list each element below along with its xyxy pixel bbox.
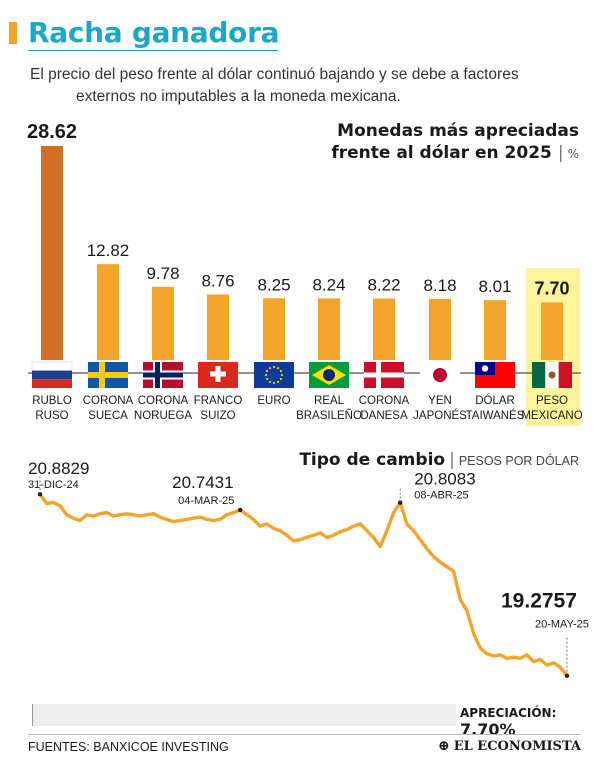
annotation-value: 20.8829 — [28, 459, 89, 478]
brazil-flag-icon — [309, 362, 349, 388]
category-label: PESO — [536, 395, 568, 407]
category-label-line-2: MEXICANO — [521, 410, 582, 422]
bar-chart: 28.62 RUBLO RUSO 12.82 CORONA SUECA 9.78 CORONA… — [27, 121, 583, 422]
bar-value-label: 28.62 — [27, 121, 77, 143]
title-accent-bar — [9, 22, 17, 44]
annotation-value: 19.2757 — [501, 590, 577, 613]
appreciation-label-text: APRECIACIÓN: — [460, 706, 557, 720]
category-label: EURO — [257, 395, 290, 407]
subtitle-line-2: externos no imputables a la moneda mexic… — [76, 88, 401, 105]
category-label: CORONA — [138, 395, 189, 407]
bar-value-label: 9.78 — [146, 264, 179, 283]
category-label-line-2: JAPONÉS — [413, 409, 467, 422]
bar-corona-1 — [97, 264, 119, 360]
bar-chart-title: Monedas más apreciadas frente al dólar e… — [331, 121, 579, 163]
page-subtitle: El precio del peso frente al dólar conti… — [30, 64, 600, 108]
bar-value-label: 8.24 — [312, 275, 345, 294]
category-label-line-2: RUSO — [35, 410, 68, 422]
sources-note: FUENTES: BANXICOE INVESTING — [28, 740, 229, 754]
footer-divider — [28, 734, 581, 735]
brand: ⊕ EL ECONOMISTA — [438, 738, 581, 754]
bar-value-label: 8.25 — [257, 275, 290, 294]
eu-flag-icon — [254, 362, 294, 388]
category-label-line-2: BRASILEÑO — [296, 409, 362, 422]
title-underline — [28, 50, 278, 51]
category-label-line-2: SUECA — [88, 410, 128, 422]
bar-dólar-8 — [484, 300, 506, 360]
russia-flag-icon — [31, 361, 73, 388]
annotation-date: 31-DIC-24 — [28, 479, 79, 491]
bar-value-label: 8.18 — [423, 276, 456, 295]
exchange-rate-line — [38, 492, 569, 678]
bar-value-label: 12.82 — [87, 241, 130, 260]
denmark-flag-icon — [364, 362, 404, 388]
bar-euro-4 — [263, 298, 285, 360]
annotation-date: 08-ABR-25 — [414, 490, 468, 502]
taiwan-flag-icon — [475, 362, 515, 388]
bar-franco-3 — [207, 294, 229, 360]
bar-chart-unit: % — [567, 147, 579, 161]
bar-corona-6 — [373, 298, 395, 360]
category-label: YEN — [428, 395, 452, 407]
category-label: RUBLO — [32, 395, 72, 407]
bar-peso-9 — [541, 302, 563, 360]
bar-value-label: 7.70 — [534, 278, 569, 298]
bar-value-label: 8.76 — [201, 271, 234, 290]
annotation-value: 20.8083 — [414, 470, 475, 489]
bar-corona-2 — [152, 286, 174, 360]
category-label-line-2: TAIWANÉS — [466, 409, 525, 422]
bar-rublo-0 — [41, 146, 63, 360]
annotation-point — [237, 507, 243, 513]
category-label-line-2: NORUEGA — [134, 410, 192, 422]
bar-chart-title-line-1: Monedas más apreciadas — [337, 121, 579, 141]
annotation-date: 04-MAR-25 — [178, 495, 234, 507]
norway-flag-icon — [143, 362, 183, 388]
category-label: CORONA — [83, 395, 134, 407]
appreciation-value: 7.70% — [460, 720, 516, 739]
page-title: Racha ganadora — [28, 16, 280, 49]
bar-yen-7 — [429, 298, 451, 360]
mexico-flag-icon — [532, 362, 572, 388]
category-label: DÓLAR — [475, 394, 515, 407]
switzerland-flag-icon — [198, 362, 238, 388]
line-chart-unit: PESOS POR DÓLAR — [458, 454, 579, 468]
bar-value-label: 8.01 — [478, 277, 511, 296]
line-chart-title-text: Tipo de cambio — [299, 450, 446, 470]
japan-flag-icon — [420, 362, 460, 388]
brand-logo-icon: ⊕ — [437, 738, 450, 754]
subtitle-line-1: El precio del peso frente al dólar conti… — [30, 66, 519, 83]
category-label-line-2: SUIZO — [200, 410, 235, 422]
sweden-flag-icon — [88, 362, 128, 388]
annotation-date: 20-MAY-25 — [535, 619, 589, 631]
bar-chart-title-line-2: frente al dólar en 2025 — [331, 143, 552, 163]
category-label-line-2: DANESA — [360, 410, 408, 422]
appreciation-bar — [32, 704, 456, 726]
category-label: CORONA — [359, 395, 410, 407]
line-chart-title: Tipo de cambio | PESOS POR DÓLAR — [299, 450, 579, 470]
bar-real-5 — [318, 298, 340, 360]
bar-value-label: 8.22 — [367, 276, 400, 295]
brand-name: EL ECONOMISTA — [453, 738, 581, 754]
annotation-value: 20.7431 — [172, 473, 233, 492]
category-label: REAL — [314, 395, 345, 407]
category-label: FRANCO — [194, 395, 243, 407]
